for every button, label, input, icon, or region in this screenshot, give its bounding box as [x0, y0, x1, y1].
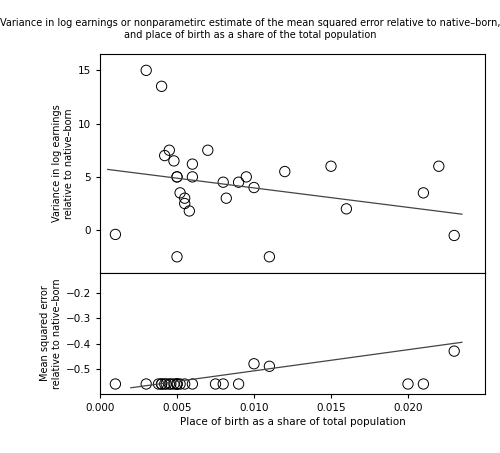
Point [188, 381, 196, 388]
Point [142, 67, 150, 74]
Point [327, 163, 335, 170]
Point [167, 381, 175, 388]
Point [404, 381, 412, 388]
Point [250, 360, 258, 367]
Point [112, 381, 120, 388]
Point [266, 363, 274, 370]
Point [166, 147, 173, 154]
Point [450, 232, 458, 239]
Point [420, 381, 428, 388]
Text: Variance in log earnings or nonparametirc estimate of the mean squared error rel: Variance in log earnings or nonparametir… [0, 18, 500, 40]
Point [234, 178, 242, 186]
Point [162, 381, 170, 388]
Point [176, 381, 184, 388]
Point [180, 200, 188, 207]
Point [242, 173, 250, 180]
Y-axis label: Variance in log earnings
relative to native–born: Variance in log earnings relative to nat… [52, 105, 74, 222]
Point [173, 173, 181, 180]
Point [173, 253, 181, 260]
Point [160, 381, 168, 388]
Point [342, 205, 350, 212]
Point [222, 195, 230, 202]
Point [186, 207, 194, 215]
Point [219, 381, 227, 388]
Point [158, 83, 166, 90]
Point [435, 163, 443, 170]
Point [250, 184, 258, 191]
Point [180, 195, 188, 202]
Point [212, 381, 220, 388]
Point [188, 160, 196, 168]
Point [166, 381, 173, 388]
Point [176, 189, 184, 197]
Point [173, 381, 181, 388]
Point [450, 347, 458, 355]
Point [204, 147, 212, 154]
Point [158, 381, 166, 388]
Point [420, 189, 428, 197]
Point [173, 173, 181, 180]
Point [234, 381, 242, 388]
Point [266, 253, 274, 260]
Point [170, 157, 178, 164]
Point [219, 178, 227, 186]
Point [158, 381, 166, 388]
Point [170, 381, 178, 388]
Point [173, 381, 181, 388]
Point [180, 381, 188, 388]
Point [154, 381, 162, 388]
Point [188, 173, 196, 180]
Point [281, 168, 289, 175]
Point [112, 231, 120, 238]
Point [142, 381, 150, 388]
Point [160, 152, 168, 159]
Point [173, 381, 181, 388]
Y-axis label: Mean squared error
relative to native–born: Mean squared error relative to native–bo… [40, 278, 62, 389]
X-axis label: Place of birth as a share of total population: Place of birth as a share of total popul… [180, 417, 406, 427]
